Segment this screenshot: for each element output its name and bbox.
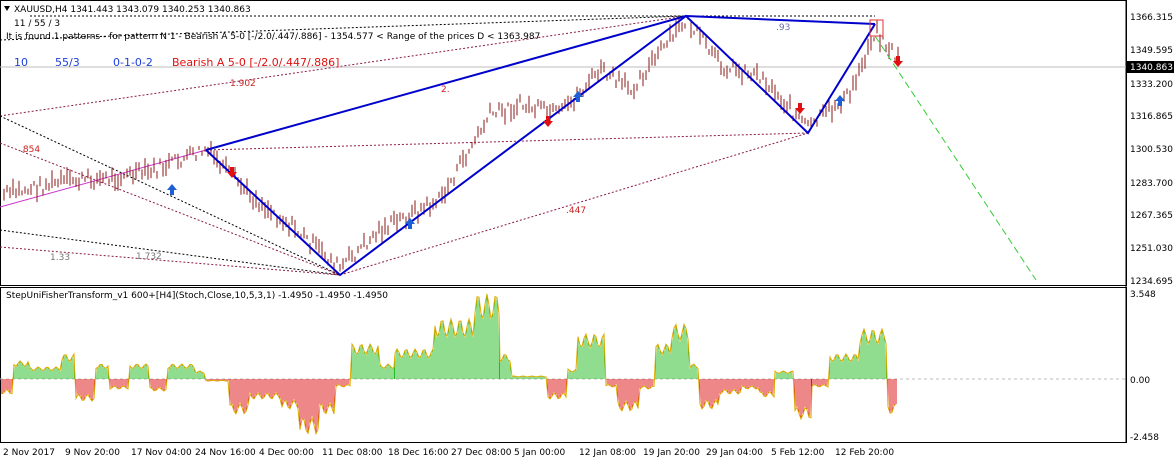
ratio-label: .93 <box>776 23 790 33</box>
time-tick: 24 Nov 16:00 <box>195 448 256 458</box>
harmonic-pattern-zigzag <box>205 14 876 277</box>
current-price-box <box>1127 61 1174 73</box>
price-axis: 1366.315 1349.595 1333.200 1316.865 1300… <box>1130 13 1173 287</box>
price-tick: 1251.030 <box>1130 244 1173 254</box>
pattern-bd-line <box>685 15 876 25</box>
time-tick: 29 Jan 04:00 <box>706 448 763 458</box>
time-tick: 5 Jan 00:00 <box>514 448 566 458</box>
histogram-outline <box>1 293 897 436</box>
price-tick: 1300.530 <box>1130 145 1173 155</box>
fan-lines <box>0 15 875 276</box>
signal-arrows <box>167 56 903 229</box>
current-price: 1340.863 <box>1130 63 1173 73</box>
info-value: 55/3 <box>55 56 80 69</box>
info-value: 10 <box>14 56 28 69</box>
histogram <box>1 294 897 434</box>
time-tick: 4 Dec 00:00 <box>259 448 314 458</box>
price-tick: 1349.595 <box>1130 46 1173 56</box>
ratio-label: .447 <box>566 206 586 216</box>
indicator-border <box>0 287 1127 443</box>
time-tick: 18 Dec 16:00 <box>388 448 449 458</box>
time-axis: 2 Nov 2017 9 Nov 20:00 17 Nov 04:00 24 N… <box>3 448 894 458</box>
ratio-label: .854 <box>20 145 40 155</box>
ratio-label: 2. <box>441 85 450 95</box>
sell-arrow-icon <box>795 103 805 114</box>
pattern-xb-line <box>205 15 687 151</box>
price-tick: 1283.700 <box>1130 179 1173 189</box>
pattern-name: Bearish A 5-0 [-/2.0/.447/.886] <box>172 56 339 69</box>
buy-arrow-icon <box>573 91 583 102</box>
collapse-triangle-icon[interactable] <box>4 6 10 11</box>
main-chart-border <box>0 0 1127 286</box>
time-tick: 11 Dec 08:00 <box>322 448 383 458</box>
candlesticks <box>3 15 899 275</box>
indicator-title: StepUniFisherTransform_v1 600+[H4](Stoch… <box>6 291 388 301</box>
price-tick: 1366.315 <box>1130 13 1173 23</box>
buy-arrow-icon <box>835 95 845 106</box>
ratio-labels: .854 1.902 2. .93 .447 1.33 1.732 <box>20 23 790 263</box>
price-tick: 1316.865 <box>1130 112 1173 122</box>
time-tick: 12 Jan 08:00 <box>579 448 636 458</box>
pattern-info: It is found 1 patterns - for pattern N 1… <box>6 32 540 42</box>
info-value: 0-1-0-2 <box>113 56 153 69</box>
indicator-tick: 3.548 <box>1130 290 1156 300</box>
time-tick: 5 Feb 12:00 <box>771 448 825 458</box>
price-tick: 1234.695 <box>1130 277 1173 287</box>
time-tick: 19 Jan 20:00 <box>643 448 700 458</box>
projection-line <box>874 35 1037 281</box>
time-tick: 2 Nov 2017 <box>3 448 55 458</box>
sell-arrow-icon <box>227 167 237 178</box>
sell-arrow-icon <box>893 56 903 67</box>
buy-arrow-icon <box>405 218 415 229</box>
price-tick: 1267.365 <box>1130 211 1173 221</box>
ratio-label: 1.33 <box>50 253 70 263</box>
time-tick: 17 Nov 04:00 <box>131 448 192 458</box>
ratio-label: 1.902 <box>230 79 256 89</box>
symbol-info: XAUUSD,H4 1341.443 1343.079 1340.253 134… <box>14 5 251 15</box>
time-tick: 27 Dec 08:00 <box>451 448 512 458</box>
time-tick: 9 Nov 20:00 <box>65 448 120 458</box>
indicator-tick: -2.458 <box>1130 433 1159 443</box>
price-tick: 1333.200 <box>1130 80 1173 90</box>
indicator-axis: 3.548 0.00 -2.458 <box>1130 290 1159 443</box>
time-tick: 12 Feb 20:00 <box>835 448 894 458</box>
ratio-label: 1.732 <box>136 252 162 262</box>
point-d-marker <box>869 19 884 37</box>
sell-arrow-icon <box>543 116 553 127</box>
indicator-tick: 0.00 <box>1130 376 1150 386</box>
sub-label: 11 / 55 / 3 <box>14 19 60 29</box>
buy-arrow-icon <box>167 184 177 195</box>
